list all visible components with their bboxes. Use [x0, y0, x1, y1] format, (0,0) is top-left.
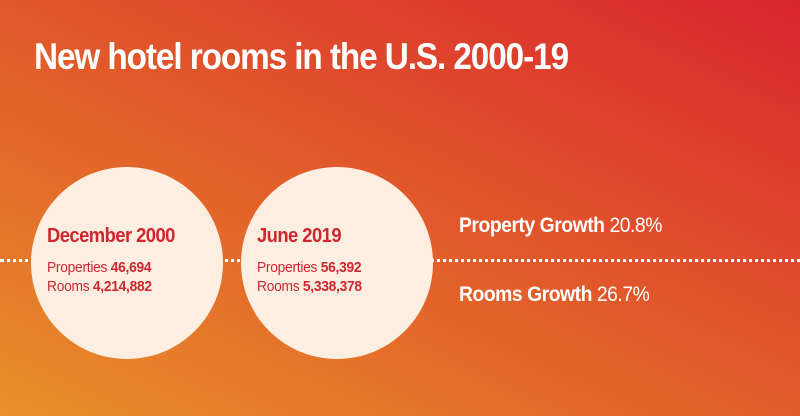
rooms-label: Rooms [47, 278, 90, 295]
property-growth-value: 20.8% [609, 214, 662, 237]
rooms-growth-label: Rooms Growth [459, 283, 592, 306]
dotted-line-segment [218, 259, 248, 262]
rooms-row: Rooms 5,338,378 [257, 278, 362, 295]
properties-label: Properties [257, 259, 318, 276]
properties-row: Properties 56,392 [257, 259, 362, 276]
rooms-row: Rooms 4,214,882 [47, 278, 152, 295]
rooms-value: 4,214,882 [92, 278, 152, 295]
rooms-growth-value: 26.7% [596, 283, 650, 306]
rooms-value: 5,338,378 [302, 278, 362, 295]
snapshot-period: June 2019 [257, 225, 342, 247]
snapshot-circle-2000: December 2000 Properties 46,694 Rooms 4,… [31, 167, 223, 359]
properties-label: Properties [47, 259, 108, 276]
property-growth-label: Property Growth [459, 214, 605, 237]
snapshot-circle-2019: June 2019 Properties 56,392 Rooms 5,338,… [241, 167, 433, 359]
rooms-label: Rooms [257, 278, 300, 295]
properties-value: 56,392 [320, 259, 362, 276]
rooms-growth-stat: Rooms Growth 26.7% [459, 283, 650, 307]
snapshot-period: December 2000 [47, 225, 175, 247]
dotted-line-segment [0, 259, 36, 262]
properties-row: Properties 46,694 [47, 259, 152, 276]
properties-value: 46,694 [110, 259, 152, 276]
infographic-title: New hotel rooms in the U.S. 2000-19 [34, 36, 569, 77]
dotted-line-segment [425, 259, 800, 262]
property-growth-stat: Property Growth 20.8% [459, 214, 662, 238]
